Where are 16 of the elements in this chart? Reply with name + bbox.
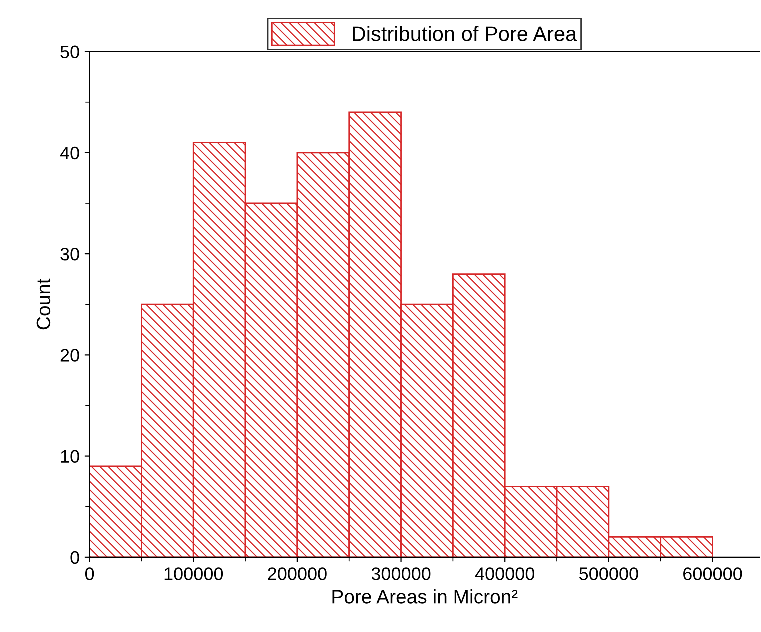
x-tick-label: 600000 — [684, 568, 742, 580]
y-tick-label: 20 — [60, 349, 80, 362]
x-axis-title: Pore Areas in Micron² — [332, 590, 518, 604]
y-tick-label: 10 — [61, 450, 80, 464]
x-tick-label: 400000 — [475, 568, 535, 580]
x-tick-label: 300000 — [372, 568, 431, 580]
x-tick-label: 100000 — [164, 568, 224, 580]
x-tick-label: 200000 — [268, 568, 327, 580]
x-tick-label: 0 — [85, 568, 94, 580]
x-tick-label: 500000 — [580, 568, 638, 580]
legend-label: Distribution of Pore Area — [353, 26, 578, 42]
y-tick-label: 0 — [70, 551, 80, 564]
y-axis-title: Count — [36, 278, 51, 330]
y-tick-label: 30 — [60, 248, 80, 261]
y-tick-label: 50 — [60, 46, 80, 59]
y-tick-label: 40 — [60, 146, 80, 160]
